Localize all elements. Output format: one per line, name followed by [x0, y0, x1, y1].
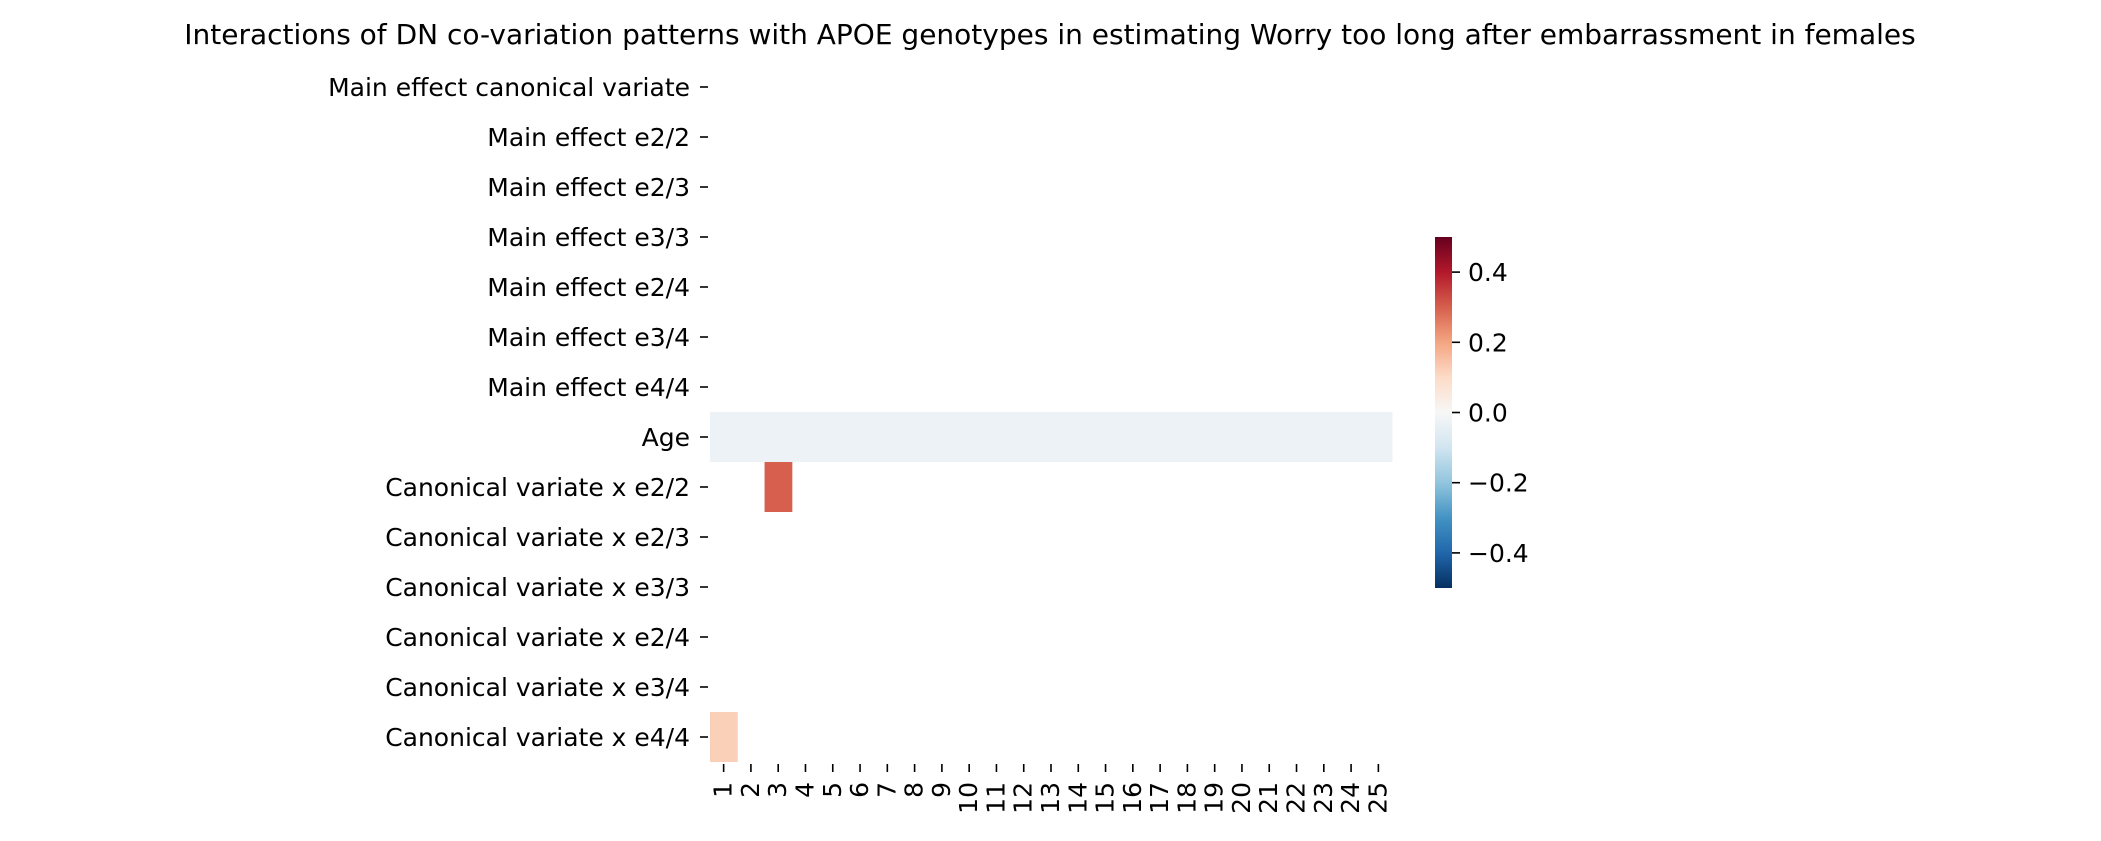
row-label: Main effect e4/4 [487, 373, 690, 402]
heatmap-cell [1228, 412, 1257, 462]
col-label: 2 [736, 782, 765, 798]
heatmap-cell [764, 412, 793, 462]
col-label: 20 [1227, 782, 1256, 814]
row-label: Canonical variate x e3/3 [385, 573, 690, 602]
colorbar-gradient [1435, 237, 1452, 588]
row-label: Canonical variate x e4/4 [385, 723, 690, 752]
col-label: 19 [1200, 782, 1229, 814]
colorbar-tick-label: −0.2 [1468, 469, 1529, 498]
col-label: 25 [1363, 782, 1392, 814]
row-label: Canonical variate x e3/4 [385, 673, 690, 702]
col-label: 11 [981, 782, 1010, 814]
col-label: 1 [709, 782, 738, 798]
row-label: Main effect e2/4 [487, 273, 690, 302]
col-label: 15 [1091, 782, 1120, 814]
heatmap-cell [873, 412, 902, 462]
col-label: 10 [954, 782, 983, 814]
heatmap-cell [764, 462, 793, 512]
heatmap-cell [1064, 412, 1093, 462]
heatmap-cell [846, 412, 875, 462]
row-label: Main effect e3/3 [487, 223, 690, 252]
heatmap-cell [955, 412, 984, 462]
heatmap-cell [710, 412, 738, 462]
heatmap-cell [1037, 412, 1066, 462]
col-label: 17 [1145, 782, 1174, 814]
heatmap-cell [710, 712, 738, 762]
row-label: Canonical variate x e2/3 [385, 523, 690, 552]
col-label: 7 [872, 782, 901, 798]
col-label: 13 [1036, 782, 1065, 814]
heatmap-cell [1282, 412, 1311, 462]
heatmap-cell [1173, 412, 1202, 462]
col-label: 8 [900, 782, 929, 798]
heatmap-cell [1201, 412, 1229, 462]
heatmap-cell [1091, 412, 1120, 462]
heatmap-cell [1146, 412, 1175, 462]
heatmap-cells [710, 412, 1393, 762]
row-label: Canonical variate x e2/4 [385, 623, 690, 652]
row-label: Main effect e3/4 [487, 323, 690, 352]
colorbar-tick-label: 0.4 [1468, 258, 1508, 287]
col-label: 24 [1336, 782, 1365, 814]
col-labels: 1234567891011121314151617181920212223242… [709, 764, 1392, 814]
colorbar: 0.4 0.2 0.0 −0.2 −0.4 [1435, 237, 1529, 588]
col-label: 14 [1063, 782, 1092, 814]
colorbar-tick-label: 0.0 [1468, 399, 1508, 428]
heatmap-cell [982, 412, 1011, 462]
row-labels: Main effect canonical variate Main effect… [328, 73, 708, 752]
row-label: Main effect e2/3 [487, 173, 690, 202]
colorbar-tick-label: −0.4 [1468, 539, 1529, 568]
heatmap-cell [928, 412, 957, 462]
col-label: 16 [1118, 782, 1147, 814]
heatmap-cell [819, 412, 847, 462]
heatmap-cell [1010, 412, 1038, 462]
row-label: Canonical variate x e2/2 [385, 473, 690, 502]
heatmap-cell [900, 412, 929, 462]
col-label: 23 [1309, 782, 1338, 814]
col-label: 5 [818, 782, 847, 798]
row-label: Main effect canonical variate [328, 73, 690, 102]
col-label: 22 [1282, 782, 1311, 814]
col-label: 3 [763, 782, 792, 798]
col-label: 6 [845, 782, 874, 798]
heatmap-cell [1364, 412, 1393, 462]
chart-title: Interactions of DN co-variation patterns… [184, 18, 1915, 51]
heatmap-cell [1255, 412, 1284, 462]
col-label: 9 [927, 782, 956, 798]
col-label: 12 [1009, 782, 1038, 814]
row-label: Main effect e2/2 [487, 123, 690, 152]
heatmap-cell [1337, 412, 1366, 462]
heatmap-cell [791, 412, 820, 462]
heatmap-cell [1310, 412, 1338, 462]
col-label: 18 [1172, 782, 1201, 814]
heatmap-cell [1119, 412, 1147, 462]
colorbar-tick-label: 0.2 [1468, 328, 1508, 357]
col-label: 21 [1254, 782, 1283, 814]
row-label: Age [642, 423, 690, 452]
col-label: 4 [790, 782, 819, 798]
heatmap-cell [737, 412, 766, 462]
